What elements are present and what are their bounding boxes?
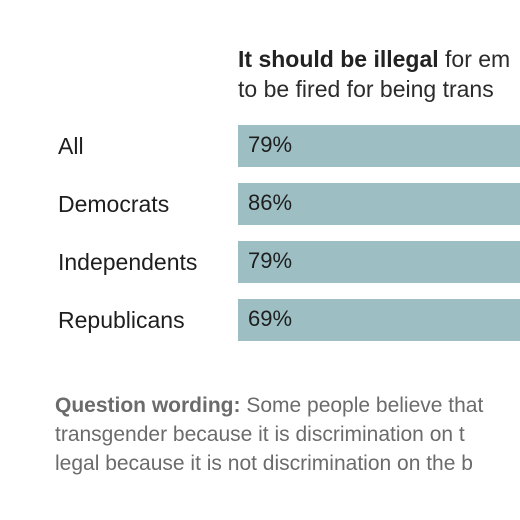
category-label: All — [58, 133, 84, 159]
category-label: Independents — [58, 249, 198, 275]
category-label: Democrats — [58, 191, 170, 217]
header-line-1: It should be illegal for em — [238, 44, 510, 74]
header-line-1-rest: for em — [438, 46, 511, 72]
category-label: Republicans — [58, 307, 185, 333]
question-wording-note: Question wording: Some people believe th… — [55, 391, 483, 478]
note-line-2: transgender because it is discrimination… — [55, 423, 465, 446]
note-line-1: Question wording: Some people believe th… — [55, 391, 483, 420]
bar-value-label: 79% — [248, 248, 293, 273]
chart-header: It should be illegal for em to be fired … — [238, 44, 510, 104]
header-bold: It should be illegal — [238, 46, 439, 72]
bar — [238, 183, 520, 225]
bar-value-label: 79% — [248, 132, 293, 157]
note-label: Question wording: — [55, 394, 241, 417]
bar-value-label: 86% — [248, 190, 293, 215]
note-line-1-text: Some people believe that — [240, 394, 484, 417]
note-line-3: legal because it is not discrimination o… — [55, 452, 473, 475]
bar — [238, 299, 520, 341]
bar — [238, 241, 520, 283]
bar — [238, 125, 520, 167]
header-line-2: to be fired for being trans — [238, 76, 494, 102]
bar-value-label: 69% — [248, 306, 293, 331]
